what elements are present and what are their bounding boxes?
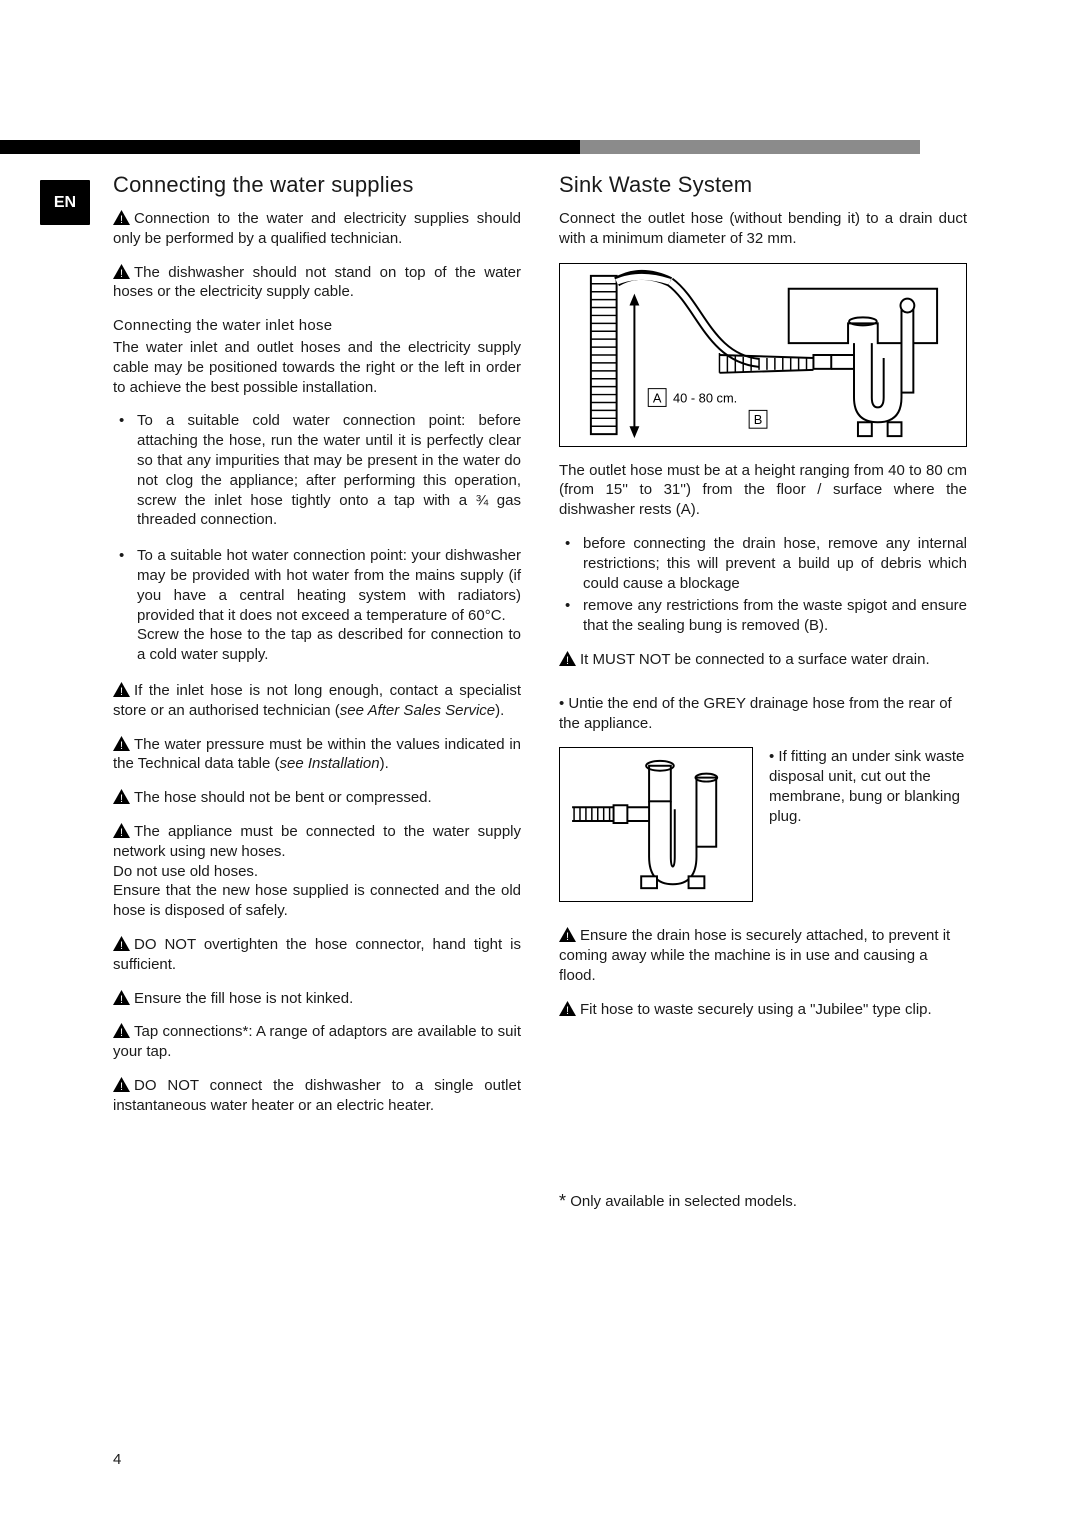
- warn-hose-attached: ! Ensure the drain hose is securely atta…: [559, 926, 967, 985]
- footnote: * Only available in selected models.: [559, 1190, 967, 1214]
- figure-sink-waste: A 40 - 80 cm. B: [559, 263, 967, 447]
- warn-jubilee-clip: ! Fit hose to waste securely using a "Ju…: [559, 1000, 967, 1020]
- warn-text: DO NOT connect the dishwasher to a singl…: [113, 1077, 521, 1114]
- footnote-text: Only available in selected models.: [570, 1193, 797, 1210]
- warning-icon: !: [559, 1001, 576, 1016]
- warn-qualified-tech: ! Connection to the water and electricit…: [113, 209, 521, 249]
- svg-text:!: !: [120, 793, 123, 804]
- warn-text: Connection to the water and electricity …: [113, 210, 521, 247]
- svg-text:!: !: [566, 655, 569, 666]
- warn-hose-length: ! If the inlet hose is not long enough, …: [113, 681, 521, 721]
- warning-icon: !: [113, 736, 130, 751]
- bullet-hot-water-main: To a suitable hot water connection point…: [137, 547, 521, 623]
- warning-icon: !: [113, 823, 130, 838]
- warn-hose-bent: ! The hose should not be bent or compres…: [113, 788, 521, 808]
- trap-caption-text: • If fitting an under sink waste disposa…: [769, 748, 964, 824]
- warn-tap-connections: ! Tap connections*: A range of adaptors …: [113, 1022, 521, 1062]
- top-rule-dark: [0, 140, 580, 154]
- warning-icon: !: [113, 264, 130, 279]
- bullet-hot-water-extra: Screw the hose to the tap as described f…: [137, 626, 521, 663]
- sink-diagram-svg: A 40 - 80 cm. B: [560, 264, 966, 446]
- line-a: The appliance must be connected to the w…: [113, 823, 521, 860]
- svg-text:!: !: [120, 1081, 123, 1092]
- svg-text:!: !: [566, 931, 569, 942]
- page: EN Connecting the water supplies ! Conne…: [0, 0, 1080, 1528]
- content-area: Connecting the water supplies ! Connecti…: [113, 170, 967, 1213]
- figure-under-sink-trap: [559, 747, 753, 902]
- label-b: B: [754, 412, 763, 427]
- warning-icon: !: [113, 1077, 130, 1092]
- warn-no-instant-heater: ! DO NOT connect the dishwasher to a sin…: [113, 1076, 521, 1116]
- warning-icon: !: [113, 789, 130, 804]
- label-a: A: [653, 390, 662, 405]
- language-badge: EN: [40, 180, 90, 225]
- text-b: see Installation: [280, 755, 380, 772]
- line-c: Ensure that the new hose supplied is con…: [113, 882, 521, 919]
- page-number: 4: [113, 1451, 121, 1468]
- inlet-bullets: To a suitable cold water connection poin…: [113, 411, 521, 665]
- warning-icon: !: [113, 936, 130, 951]
- warning-icon: !: [559, 927, 576, 942]
- warn-text: DO NOT overtighten the hose connector, h…: [113, 936, 521, 973]
- text-c: ).: [495, 702, 504, 719]
- trap-svg: [560, 748, 752, 901]
- warn-not-on-hoses: ! The dishwasher should not stand on top…: [113, 263, 521, 303]
- figure-trap-caption: • If fitting an under sink waste disposa…: [769, 747, 967, 826]
- text-b: see After Sales Service: [340, 702, 495, 719]
- svg-text:!: !: [120, 686, 123, 697]
- svg-text:!: !: [120, 214, 123, 225]
- text-c: ).: [380, 755, 389, 772]
- warn-text: Ensure the drain hose is securely attach…: [559, 927, 950, 984]
- right-column: Sink Waste System Connect the outlet hos…: [559, 170, 967, 1213]
- top-rule: [0, 140, 1080, 154]
- warn-overtighten: ! DO NOT overtighten the hose connector,…: [113, 935, 521, 975]
- heading-water-supplies: Connecting the water supplies: [113, 170, 521, 199]
- warn-text: The hose should not be bent or compresse…: [134, 789, 432, 806]
- dimension-text: 40 - 80 cm.: [673, 390, 737, 405]
- top-rule-gray: [580, 140, 920, 154]
- warn-text: Fit hose to waste securely using a "Jubi…: [580, 1001, 932, 1018]
- line-b: Do not use old hoses.: [113, 863, 258, 880]
- warn-text: Ensure the fill hose is not kinked.: [134, 990, 353, 1007]
- warn-text: Tap connections*: A range of adaptors ar…: [113, 1023, 521, 1060]
- sink-intro: Connect the outlet hose (without bending…: [559, 209, 967, 249]
- bullet-restrictions: before connecting the drain hose, remove…: [583, 534, 967, 593]
- warning-icon: !: [559, 651, 576, 666]
- drain-bullets: before connecting the drain hose, remove…: [559, 534, 967, 636]
- subheading-inlet-hose: Connecting the water inlet hose: [113, 316, 521, 336]
- untie-grey-hose: • Untie the end of the GREY drainage hos…: [559, 694, 967, 734]
- svg-text:!: !: [120, 268, 123, 279]
- svg-text:!: !: [120, 994, 123, 1005]
- svg-text:!: !: [120, 1027, 123, 1038]
- warning-icon: !: [113, 1023, 130, 1038]
- heading-sink-waste: Sink Waste System: [559, 170, 967, 199]
- warn-new-hoses: ! The appliance must be connected to the…: [113, 822, 521, 921]
- left-column: Connecting the water supplies ! Connecti…: [113, 170, 521, 1213]
- bullet-sealing-bung: remove any restrictions from the waste s…: [583, 596, 967, 636]
- svg-text:!: !: [120, 740, 123, 751]
- warning-icon: !: [113, 990, 130, 1005]
- warn-water-pressure: ! The water pressure must be within the …: [113, 735, 521, 775]
- bullet-hot-water: To a suitable hot water connection point…: [137, 546, 521, 665]
- svg-text:!: !: [120, 940, 123, 951]
- inlet-intro: The water inlet and outlet hoses and the…: [113, 338, 521, 397]
- warn-surface-drain: ! It MUST NOT be connected to a surface …: [559, 650, 967, 670]
- warning-icon: !: [113, 682, 130, 697]
- svg-text:!: !: [566, 1005, 569, 1016]
- bullet-cold-water: To a suitable cold water connection poin…: [137, 411, 521, 530]
- warning-icon: !: [113, 210, 130, 225]
- warn-text: The dishwasher should not stand on top o…: [113, 264, 521, 301]
- warn-text: It MUST NOT be connected to a surface wa…: [580, 651, 930, 668]
- warn-fill-hose-kinked: ! Ensure the fill hose is not kinked.: [113, 989, 521, 1009]
- svg-text:!: !: [120, 827, 123, 838]
- outlet-height: The outlet hose must be at a height rang…: [559, 461, 967, 520]
- language-label: EN: [54, 194, 76, 212]
- figure-trap-row: • If fitting an under sink waste disposa…: [559, 747, 967, 902]
